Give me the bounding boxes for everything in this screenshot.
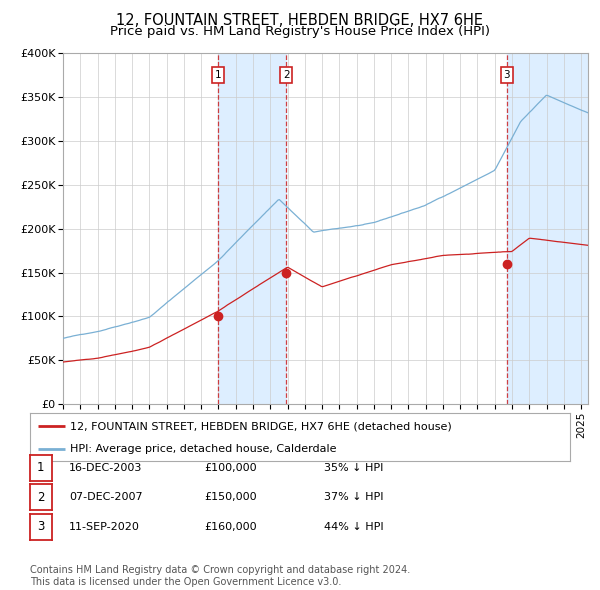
Bar — [506, 53, 588, 404]
Text: 3: 3 — [37, 520, 44, 533]
Text: £150,000: £150,000 — [204, 493, 257, 502]
Text: £100,000: £100,000 — [204, 463, 257, 473]
Text: 35% ↓ HPI: 35% ↓ HPI — [324, 463, 383, 473]
Text: 44% ↓ HPI: 44% ↓ HPI — [324, 522, 383, 532]
Text: 12, FOUNTAIN STREET, HEBDEN BRIDGE, HX7 6HE: 12, FOUNTAIN STREET, HEBDEN BRIDGE, HX7 … — [116, 13, 484, 28]
Text: 16-DEC-2003: 16-DEC-2003 — [69, 463, 142, 473]
Text: 1: 1 — [214, 70, 221, 80]
Text: 3: 3 — [503, 70, 510, 80]
Text: 2: 2 — [283, 70, 290, 80]
Text: Contains HM Land Registry data © Crown copyright and database right 2024.
This d: Contains HM Land Registry data © Crown c… — [30, 565, 410, 587]
Text: 1: 1 — [37, 461, 44, 474]
Text: 07-DEC-2007: 07-DEC-2007 — [69, 493, 143, 502]
Bar — [218, 53, 286, 404]
Text: £160,000: £160,000 — [204, 522, 257, 532]
Text: 12, FOUNTAIN STREET, HEBDEN BRIDGE, HX7 6HE (detached house): 12, FOUNTAIN STREET, HEBDEN BRIDGE, HX7 … — [71, 421, 452, 431]
Text: 37% ↓ HPI: 37% ↓ HPI — [324, 493, 383, 502]
Text: 2: 2 — [37, 491, 44, 504]
Text: HPI: Average price, detached house, Calderdale: HPI: Average price, detached house, Cald… — [71, 444, 337, 454]
Text: Price paid vs. HM Land Registry's House Price Index (HPI): Price paid vs. HM Land Registry's House … — [110, 25, 490, 38]
Text: 11-SEP-2020: 11-SEP-2020 — [69, 522, 140, 532]
